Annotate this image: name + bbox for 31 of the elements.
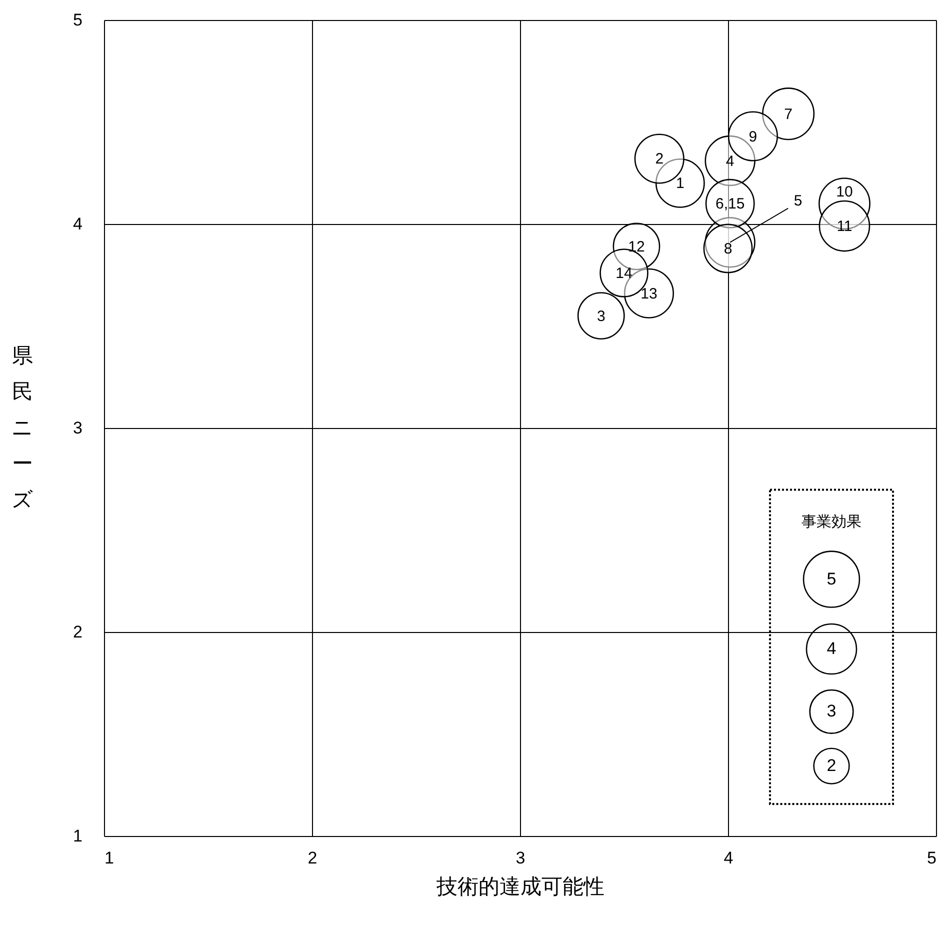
annotation: 11 xyxy=(836,218,852,236)
legend-label: 4 xyxy=(826,639,836,658)
annotation: 8 xyxy=(724,240,732,258)
x-tick-label: 5 xyxy=(927,848,936,868)
legend-label: 2 xyxy=(826,756,836,776)
annotation: 4 xyxy=(726,152,734,170)
annotation: 5 xyxy=(794,192,802,210)
legend-label: 3 xyxy=(826,702,836,721)
y-tick-label: 4 xyxy=(73,214,82,234)
legend-title: 事業効果 xyxy=(802,514,862,531)
annotation: 6,15 xyxy=(715,196,745,213)
x-tick-label: 1 xyxy=(104,848,114,868)
annotation: 7 xyxy=(784,106,792,123)
y-tick-label: 2 xyxy=(73,622,82,642)
x-tick-label: 4 xyxy=(724,848,734,868)
annotation: 14 xyxy=(616,264,632,282)
annotation: 9 xyxy=(748,128,758,146)
y-tick-label: 5 xyxy=(73,10,82,30)
annotation: 13 xyxy=(640,285,658,302)
annotation: 3 xyxy=(596,308,606,325)
x-tick-label: 2 xyxy=(308,848,318,868)
y-axis-title: 県民ニーズ xyxy=(12,344,34,512)
annotation: 10 xyxy=(836,184,853,201)
annotation: 2 xyxy=(655,150,664,168)
x-tick-label: 3 xyxy=(516,848,526,868)
annotation: 1 xyxy=(676,175,684,192)
legend-label: 5 xyxy=(826,569,836,588)
x-axis-title: 技術的達成可能性 xyxy=(436,876,604,898)
y-tick-label: 3 xyxy=(73,418,82,438)
y-tick-label: 1 xyxy=(73,826,82,846)
annotation: 12 xyxy=(628,238,645,256)
